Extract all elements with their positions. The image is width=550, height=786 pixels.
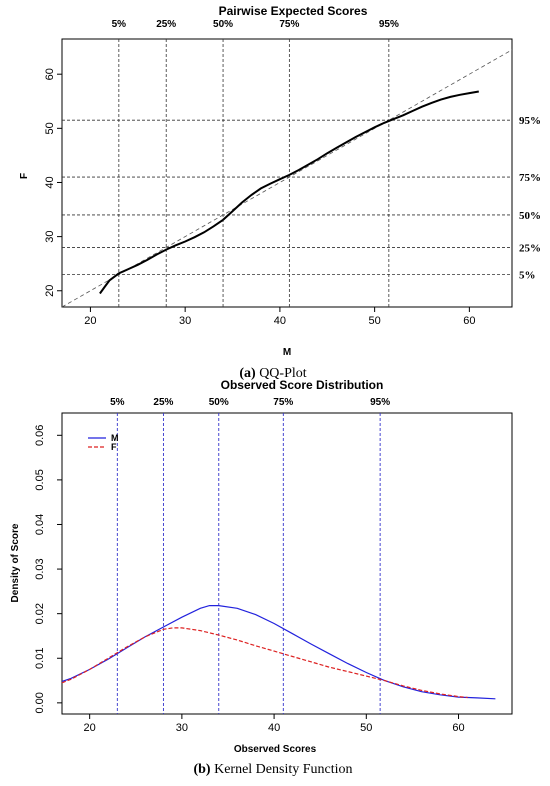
- density-y-axis-label: Density of Score: [10, 523, 21, 602]
- qq-x-tick-label: 30: [179, 315, 191, 327]
- qq-y-tick-label: 30: [44, 230, 56, 242]
- qq-top-percentile-label: 50%: [213, 19, 233, 30]
- qq-top-percentile-label: 25%: [156, 19, 176, 30]
- qq-x-tick-label: 40: [274, 315, 286, 327]
- density-y-tick-label: 0.04: [34, 514, 46, 535]
- qq-y-tick-label: 40: [44, 176, 56, 188]
- density-x-axis-label: Observed Scores: [234, 744, 317, 755]
- density-plot: Observed Score Distribution 5% 25% 50% 75% 9…: [10, 378, 513, 777]
- qq-right-percentile-labels: 5% 25% 50% 75% 95%: [519, 115, 541, 281]
- density-curve-f: [61, 627, 468, 699]
- qq-right-percentile-label: 25%: [519, 242, 541, 254]
- density-top-percentile-label: 25%: [153, 397, 173, 408]
- density-percentile-gridlines: [116, 413, 381, 714]
- qq-plot-title: Pairwise Expected Scores: [219, 4, 368, 18]
- qq-y-axis-label: F: [19, 173, 30, 179]
- density-top-percentile-label: 95%: [370, 397, 390, 408]
- qq-x-tick-label: 60: [463, 315, 475, 327]
- density-y-tick-label: 0.06: [34, 425, 46, 446]
- qq-x-axis: 20 30 40 50 60: [84, 307, 475, 327]
- legend-label-f: F: [111, 442, 117, 452]
- qq-plot: Pairwise Expected Scores 5% 25% 50% 75% 95% …: [19, 4, 541, 381]
- qq-right-percentile-label: 95%: [519, 115, 541, 127]
- qq-y-tick-label: 20: [44, 285, 56, 297]
- density-x-tick-label: 50: [360, 722, 372, 734]
- qq-data-curve: [99, 90, 479, 295]
- qq-y-axis: 20 30 40 50 60: [44, 68, 62, 297]
- qq-percentile-gridlines: [62, 39, 512, 307]
- density-y-tick-label: 0.05: [34, 469, 46, 490]
- density-top-percentile-label: 5%: [110, 397, 125, 408]
- density-x-tick-label: 40: [268, 722, 280, 734]
- density-x-tick-label: 60: [452, 722, 464, 734]
- qq-x-tick-label: 20: [84, 315, 96, 327]
- qq-right-percentile-label: 5%: [519, 270, 536, 282]
- density-plot-title: Observed Score Distribution: [221, 378, 384, 392]
- qq-y-tick-label: 50: [44, 122, 56, 134]
- density-top-percentile-label: 75%: [273, 397, 293, 408]
- qq-right-percentile-label: 75%: [519, 172, 541, 184]
- qq-top-percentile-label: 95%: [379, 19, 399, 30]
- density-legend: M F: [88, 433, 119, 452]
- density-x-tick-label: 30: [176, 722, 188, 734]
- density-x-axis: 20 30 40 50 60: [84, 714, 465, 734]
- qq-top-percentile-label: 75%: [279, 19, 299, 30]
- density-top-percentile-label: 50%: [209, 397, 229, 408]
- qq-x-tick-label: 50: [369, 315, 381, 327]
- qq-plot-frame: [61, 38, 513, 308]
- density-y-tick-label: 0.03: [34, 558, 46, 579]
- qq-top-percentile-labels: 5% 25% 50% 75% 95%: [112, 19, 399, 30]
- density-y-tick-label: 0.02: [34, 603, 46, 624]
- qq-top-percentile-label: 5%: [112, 19, 127, 30]
- density-x-tick-label: 20: [84, 722, 96, 734]
- density-y-axis: 0.00 0.01 0.02 0.03 0.04 0.05 0.06: [34, 425, 62, 714]
- density-y-tick-label: 0.01: [34, 648, 46, 669]
- density-plot-caption: (b) Kernel Density Function: [193, 762, 352, 777]
- qq-plot-caption: (a) QQ-Plot: [239, 366, 306, 381]
- density-top-percentile-labels: 5% 25% 50% 75% 95%: [110, 397, 390, 408]
- density-y-tick-label: 0.00: [34, 692, 46, 713]
- legend-label-m: M: [111, 433, 119, 443]
- qq-y-tick-label: 60: [44, 68, 56, 80]
- density-curve-m: [61, 605, 496, 700]
- qq-x-axis-label: M: [283, 347, 291, 358]
- qq-right-percentile-label: 50%: [519, 210, 541, 222]
- density-plot-frame: [61, 412, 513, 715]
